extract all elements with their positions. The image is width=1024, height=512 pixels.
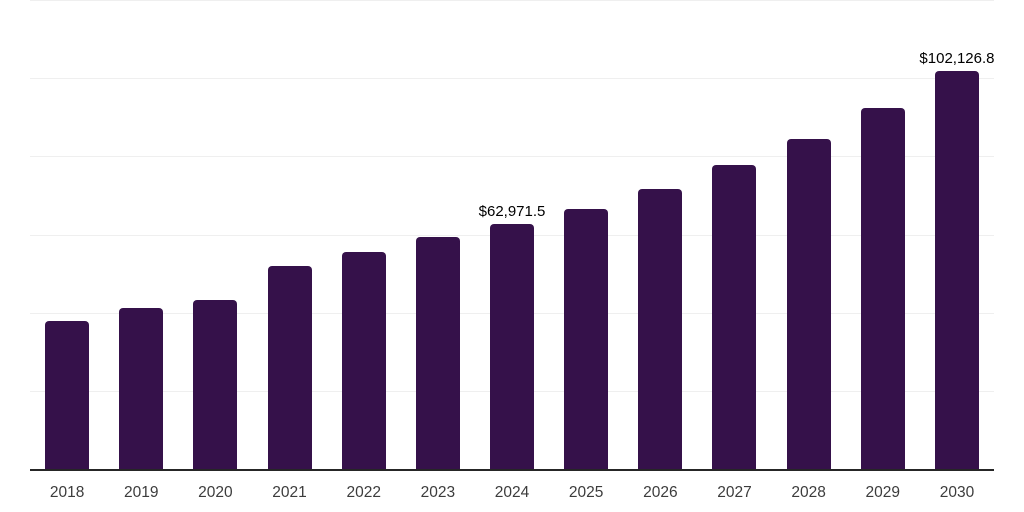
bar-slot-2023 <box>401 1 475 470</box>
bar-slot-2022 <box>327 1 401 470</box>
x-tick-2025: 2025 <box>568 484 604 501</box>
bar-2024[interactable]: $62,971.5 <box>479 204 545 470</box>
gridline-80000 <box>30 156 994 158</box>
bar-2027[interactable] <box>712 164 757 470</box>
bar-slot-2027 <box>697 1 771 470</box>
x-axis-labels: 2018 2019 2020 2021 2022 2023 2024 2025 2026 2027… <box>30 484 994 502</box>
bar-slot-2029 <box>846 1 920 470</box>
bar-2026[interactable] <box>638 189 683 470</box>
bar-slot-2019 <box>104 1 178 470</box>
bar-slot-2030: $102,126.8 <box>919 1 994 470</box>
x-tick-2028: 2028 <box>791 484 826 501</box>
bar-2025[interactable] <box>564 208 609 470</box>
x-tick-2024: 2024 <box>494 484 530 501</box>
plot-area: $62,971.5 $102,126.8 <box>30 0 994 471</box>
bar-2018[interactable] <box>45 320 90 470</box>
x-tick-2027: 2027 <box>717 484 752 501</box>
x-tick-2026: 2026 <box>643 484 678 501</box>
bar-slot-2021 <box>252 1 326 470</box>
gridline-120000 <box>30 0 994 1</box>
bar-2029[interactable] <box>860 108 905 470</box>
x-tick-2030: 2030 <box>939 484 975 501</box>
bars-container: $62,971.5 $102,126.8 <box>30 1 994 470</box>
x-tick-2018: 2018 <box>49 484 85 501</box>
x-tick-2023: 2023 <box>420 484 456 501</box>
bar-slot-2020 <box>178 1 252 470</box>
x-tick-2021: 2021 <box>272 484 307 501</box>
bar-2021[interactable] <box>267 265 312 470</box>
bar-2022[interactable] <box>341 251 386 470</box>
bar-slot-2026 <box>623 1 697 470</box>
bar-slot-2018 <box>30 1 104 470</box>
data-label-2030: $102,126.8 <box>919 49 995 67</box>
bar-slot-2028 <box>772 1 846 470</box>
bar-2020[interactable] <box>193 300 238 470</box>
bar-slot-2024: $62,971.5 <box>475 1 549 470</box>
x-tick-2020: 2020 <box>198 484 233 501</box>
bar-2028[interactable] <box>786 138 831 470</box>
data-label-2024: $62,971.5 <box>478 202 546 220</box>
x-tick-2022: 2022 <box>346 484 381 501</box>
bar-2023[interactable] <box>415 236 460 470</box>
bar-2019[interactable] <box>119 308 164 470</box>
bar-2030[interactable]: $102,126.8 <box>919 51 994 470</box>
x-tick-2029: 2029 <box>865 484 901 501</box>
gridline-100000 <box>30 78 994 80</box>
bar-slot-2025 <box>549 1 623 470</box>
x-axis-line <box>30 469 994 471</box>
x-tick-2019: 2019 <box>123 484 159 501</box>
